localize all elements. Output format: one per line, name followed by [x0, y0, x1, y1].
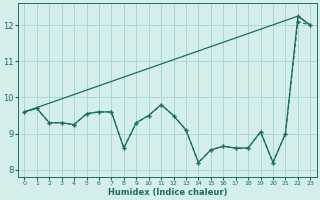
X-axis label: Humidex (Indice chaleur): Humidex (Indice chaleur)	[108, 188, 227, 197]
